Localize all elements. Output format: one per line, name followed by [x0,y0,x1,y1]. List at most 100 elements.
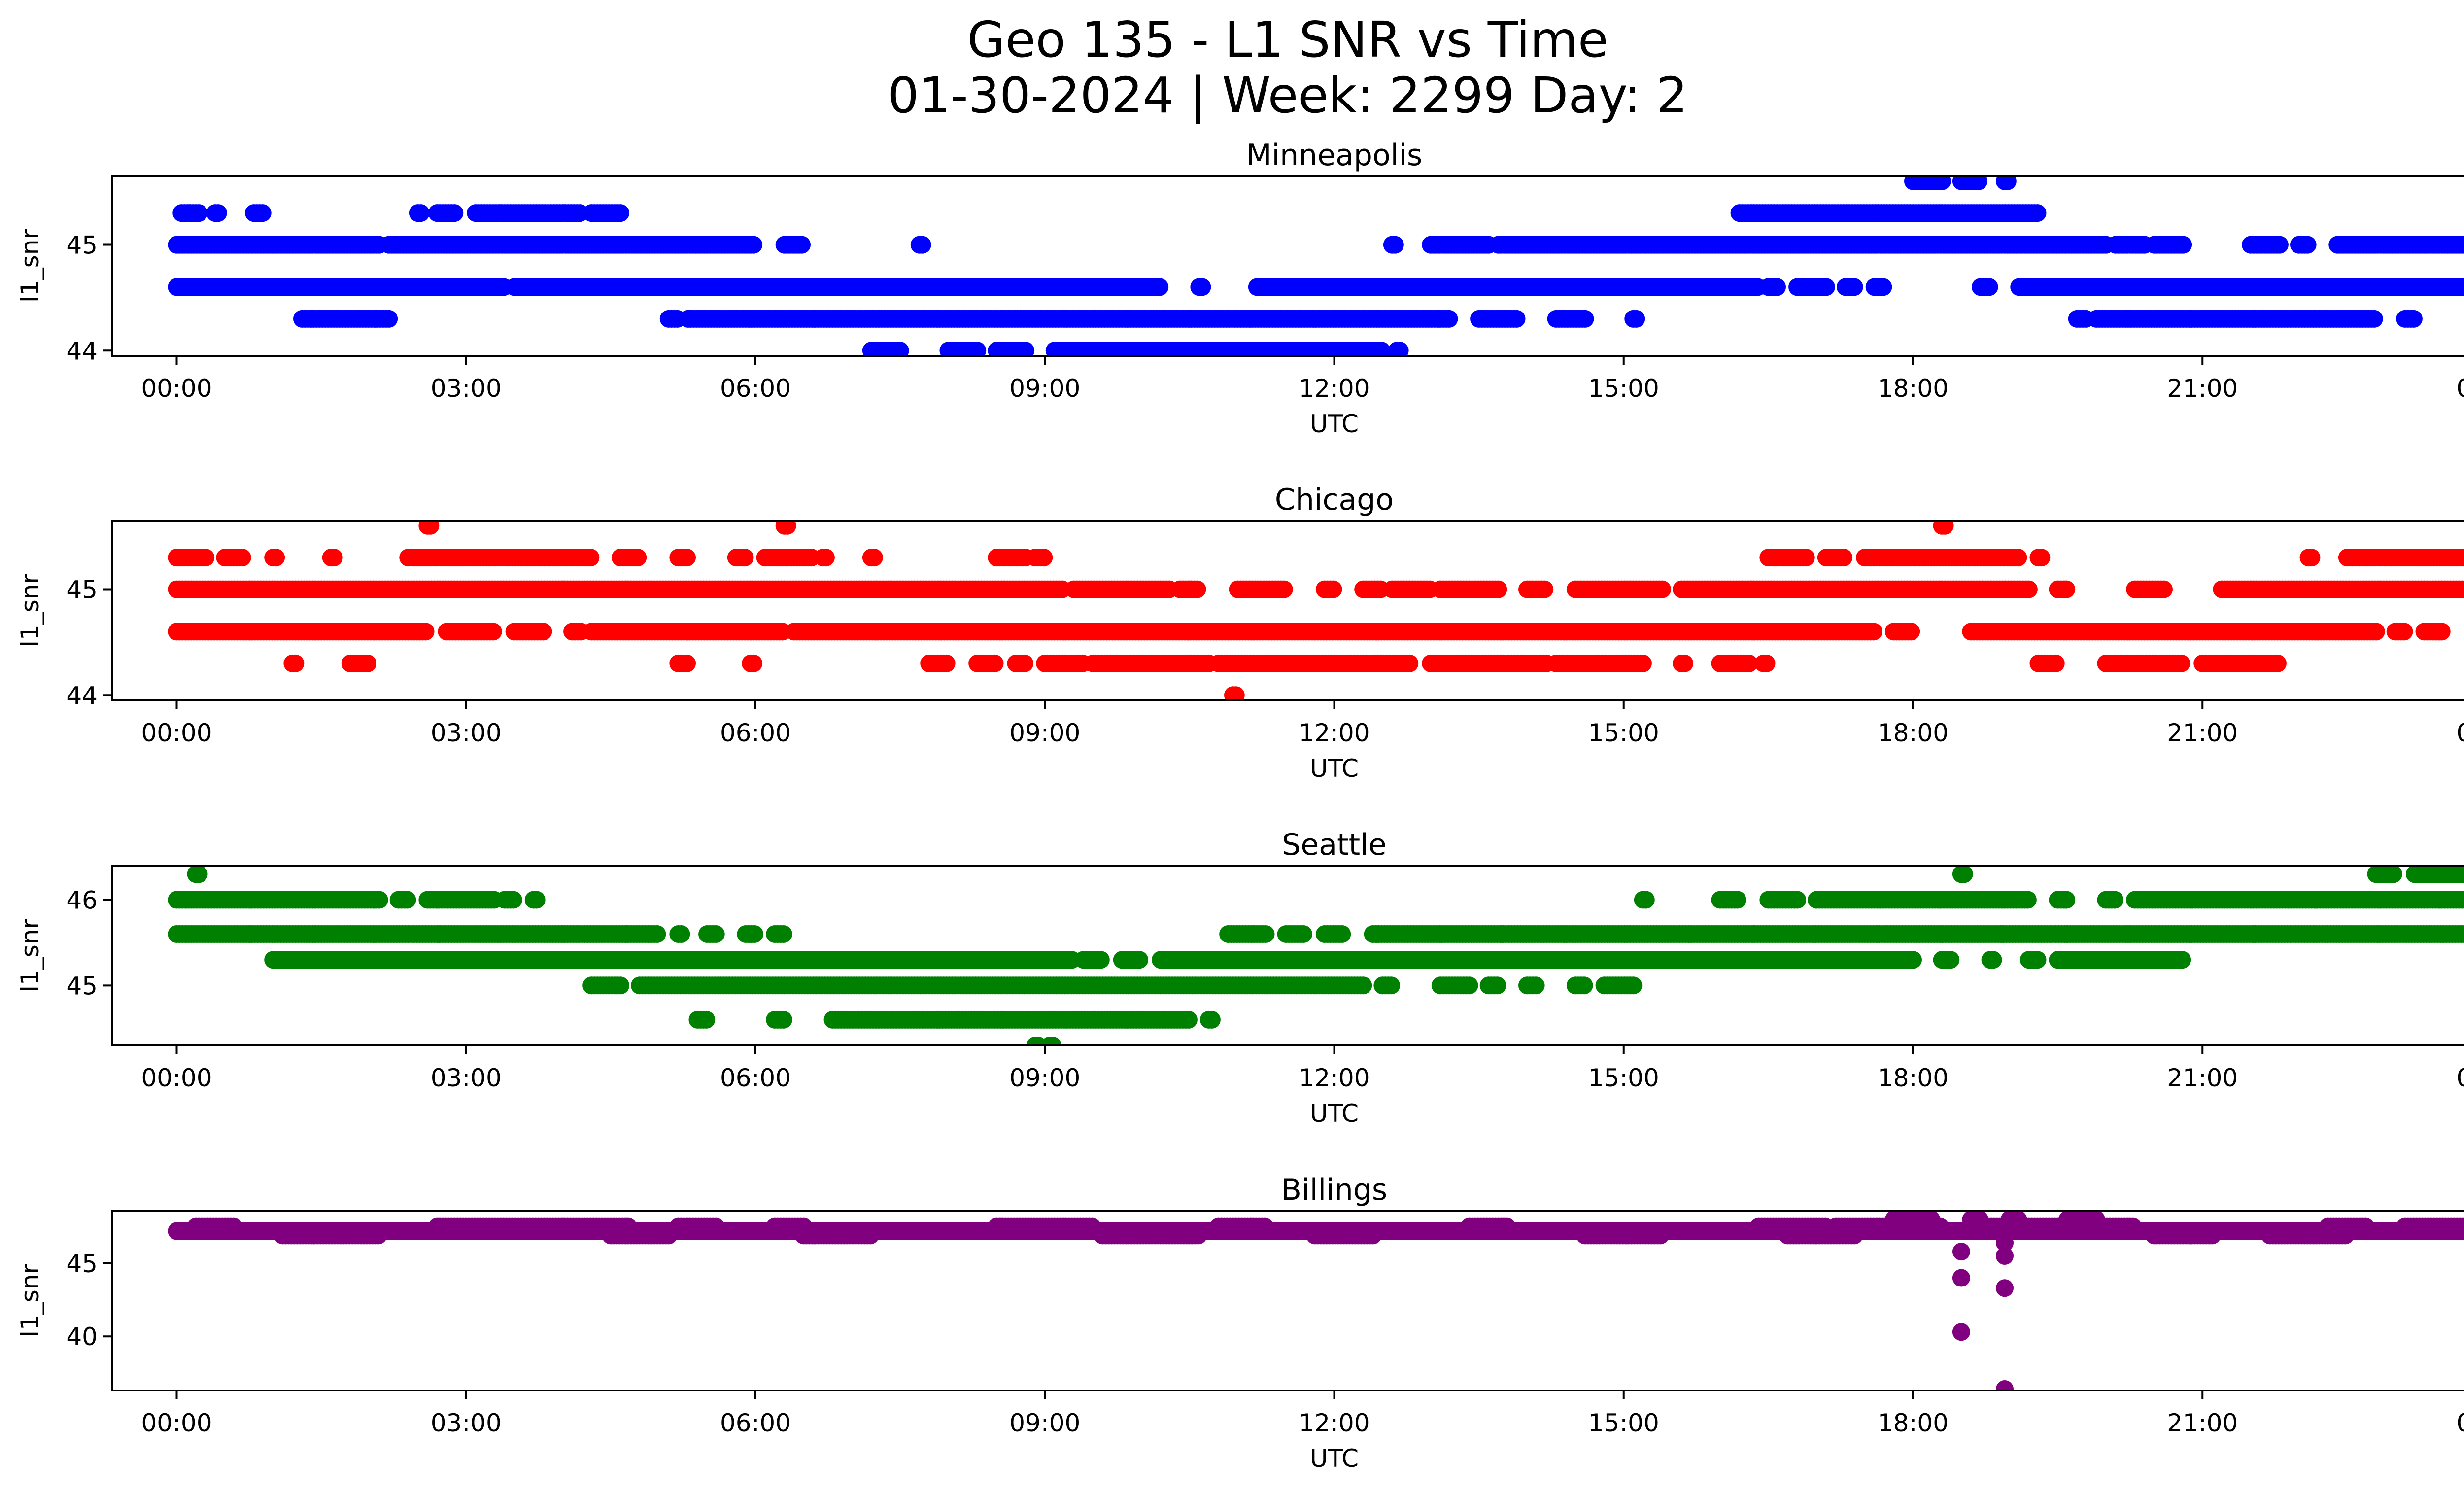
data-point [1817,278,1835,296]
data-point [325,549,343,567]
x-tick-label: 03:00 [431,719,502,747]
x-tick-label: 03:00 [431,374,502,403]
data-point [1151,278,1169,296]
x-tick-label: 12:00 [1299,374,1369,403]
x-tick-label: 00:00 [141,719,212,747]
x-axis-label: UTC [1310,754,1359,783]
data-point [1728,891,1746,909]
data-point [1902,623,1920,641]
data-point [678,549,696,567]
data-point [2106,891,2124,909]
data-point [2462,239,2464,251]
data-point [707,925,725,943]
data-point [267,549,285,567]
data-point [1653,580,1671,598]
data-point [1016,654,1034,672]
data-point [1324,580,1342,598]
data-point [1227,686,1245,700]
data-point [746,925,763,943]
data-point [2019,891,2037,909]
data-point [1676,654,1694,672]
data-point [678,654,696,672]
data-point [2270,236,2289,254]
axes-frame [111,175,2464,357]
data-point [398,891,416,909]
figure-title-line2: 01-30-2024 | Week: 2299 Day: 2 [888,67,1688,124]
data-point [745,236,763,254]
data-point [2462,583,2464,595]
data-point [1768,278,1786,296]
data-point [1333,925,1351,943]
data-point [484,623,502,641]
data-point [1372,342,1391,356]
subplot-title: Minneapolis [1246,138,1423,173]
x-tick-label: 15:00 [1588,719,1659,747]
x-tick-label: 09:00 [1009,374,1080,403]
data-point [1874,278,1892,296]
data-point [1627,310,1645,328]
data-point [1275,580,1293,598]
x-tick-label: 21:00 [2167,719,2238,747]
data-point [1740,654,1758,672]
data-point [2432,623,2451,641]
data-point [937,654,956,672]
data-point [253,204,272,222]
data-point [2268,654,2287,672]
data-point [865,549,883,567]
data-point [986,654,1004,672]
data-point [233,549,251,567]
data-point [1391,342,1409,356]
data-point [1637,891,1655,909]
x-tick-label: 00:00 [2456,374,2464,403]
data-point [1970,176,1988,190]
data-point [745,654,763,672]
data-point [1797,549,1815,567]
data-point [2462,281,2464,293]
data-point [2057,580,2076,598]
data-point [1936,521,1954,535]
data-point [1933,176,1951,190]
y-tick-label: 45 [66,576,98,604]
data-point [1401,654,1419,672]
data-point [2028,204,2047,222]
data-point [968,342,987,356]
x-tick-label: 18:00 [1878,374,1949,403]
data-point [1017,342,1035,356]
data-point [2395,623,2413,641]
data-point [1835,549,1853,567]
data-point [2019,580,2038,598]
subplot-title: Seattle [1282,828,1386,862]
data-point [582,549,600,567]
axes-frame [111,520,2464,701]
x-tick-label: 06:00 [720,374,791,403]
data-point [2032,549,2051,567]
data-point [1193,278,1211,296]
scatter-series [168,521,2464,700]
data-point [380,310,398,328]
data-point [1788,891,1807,909]
data-point [534,623,552,641]
data-point [793,236,811,254]
x-tick-label: 00:00 [2456,719,2464,747]
data-point [2365,310,2383,328]
data-point [1294,925,1312,943]
data-point [1980,278,1998,296]
data-point [2302,549,2321,567]
data-point [648,925,666,943]
data-point [1035,549,1053,567]
data-point [2460,550,2464,565]
data-point [913,236,931,254]
data-point [421,521,440,535]
data-point [2367,623,2385,641]
y-axis-label: l1_snr [16,229,44,303]
data-point [778,521,796,535]
data-point [672,925,690,943]
y-axis-label: l1_snr [16,574,44,647]
data-point [1386,236,1404,254]
data-point [1845,278,1863,296]
data-point [612,204,629,222]
x-tick-label: 18:00 [1878,719,1949,747]
data-point [445,204,464,222]
